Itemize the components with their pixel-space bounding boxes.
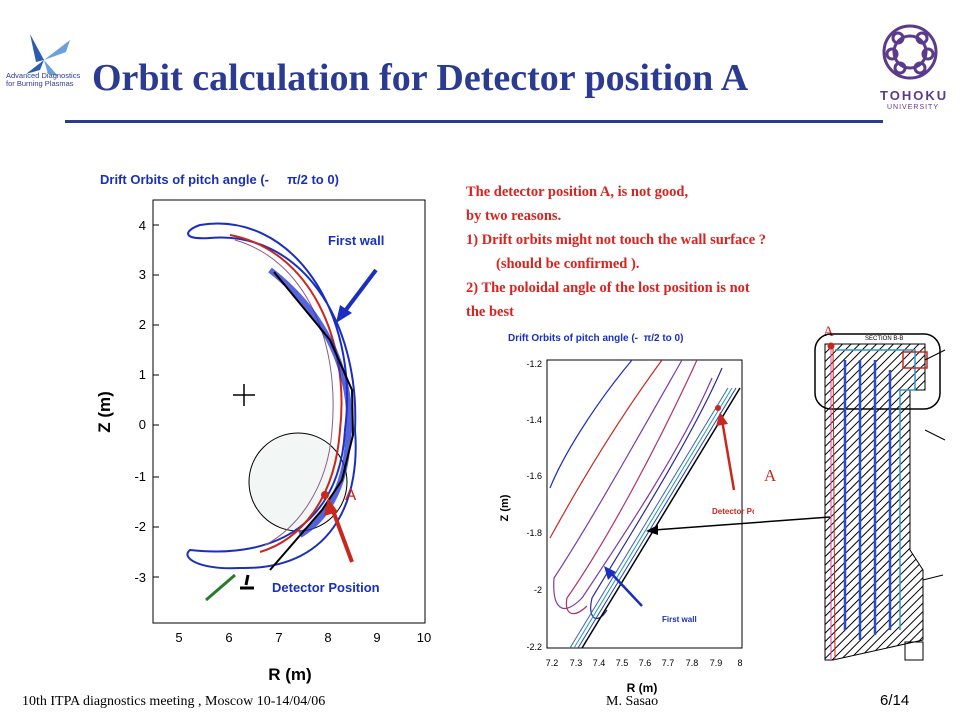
detector-region [248,432,348,532]
right-detector-marker [827,342,835,350]
left-ytick: 1 [139,367,146,382]
middle-ytick: -1.6 [526,471,542,481]
footer-author: M. Sasao [606,694,659,709]
orbit-thick [268,267,353,538]
left-xtick: 5 [175,630,182,645]
orbit-thin [234,239,334,546]
note-line: 2) The poloidal angle of the lost positi… [466,280,750,296]
tohoku-name: TOHOKU [880,88,949,103]
left-ytick: 4 [139,218,146,233]
middle-ytick: -1.8 [526,528,542,538]
middle-xtick: 8 [737,658,742,668]
detector-arrow [330,507,354,563]
title-underline [65,120,883,123]
middle-marker-label: A [764,466,777,485]
port-drawing: SECTION B-B [814,333,946,661]
middle-ylabel: Z (m) [499,494,511,521]
middle-ytick: -1.2 [526,359,542,369]
left-ytick: -2 [134,519,146,534]
middle-xtick: 7.8 [686,658,699,668]
tohoku-emblem-icon [870,20,950,120]
middle-xtick: 7.2 [546,658,559,668]
middle-xtick: 7.9 [710,658,723,668]
footer-meeting: 10th ITPA diagnostics meeting , Moscow 1… [22,694,326,709]
left-xtick: 10 [417,630,431,645]
tohoku-sub: UNIVERSITY [887,104,940,111]
left-xtick: 6 [225,630,232,645]
first-wall [269,271,355,571]
note-line: The detector position A, is not good, [466,184,689,200]
left-ytick: 2 [139,317,146,332]
note-line: (should be confirmed ). [496,256,640,272]
middle-label-detector: Detector Position [712,507,754,516]
notes-text: The detector position A, is not good, by… [466,180,936,324]
note-line: 1) Drift orbits might not touch the wall… [466,232,767,248]
left-plot-frame [152,199,426,624]
left-label-first-wall: First wall [328,233,384,248]
left-marker-label: A [345,485,357,504]
left-xtick: 7 [275,630,282,645]
right-marker-label: A [823,324,834,340]
left-label-detector: Detector Position [272,580,380,595]
adbp-logo [0,30,90,100]
left-xlabel: R (m) [268,665,311,684]
left-xtick: 9 [373,630,380,645]
slide-title: Orbit calculation for Detector position … [92,57,749,99]
orbit-outer [186,222,357,570]
right-section-label: SECTION B-B [865,336,903,342]
middle-ytick: -2 [534,585,542,595]
left-ytick: 3 [139,267,146,282]
middle-xtick: 7.6 [639,658,652,668]
middle-label-first-wall: First wall [662,615,697,624]
page-number: 6/14 [880,692,910,709]
middle-orbit-figure: -1.2 -1.4 -1.6 -1.8 -2 -2.2 7.2 7.3 7.4 … [499,359,754,695]
adbp-logo-text: Advanced Diagnostics for Burning Plasmas [6,71,81,88]
middle-xlabel: R (m) [627,681,658,695]
orbit-red [229,234,343,553]
middle-ytick: -2.2 [526,642,542,652]
middle-xtick: 7.7 [662,658,675,668]
left-orbit-figure: 4 3 2 1 0 -1 -2 -3 5 6 7 8 9 10 R (m) Z … [95,199,431,684]
pointer-arrow [646,516,831,535]
left-xtick: 8 [324,630,331,645]
left-ytick: -1 [134,469,146,484]
first-wall-arrow [340,268,378,317]
middle-detector-arrow [720,419,736,491]
middle-detector-marker [715,405,721,411]
left-figure-title: Drift Orbits of pitch angle (- π/2 to 0) [100,172,339,187]
left-ytick: -3 [134,570,146,585]
middle-first-wall-arrow [609,571,643,607]
middle-ytick: -1.4 [526,415,542,425]
left-ylabel: Z (m) [95,391,114,433]
middle-xtick: 7.3 [570,658,583,668]
left-ytick: 0 [139,417,146,432]
middle-figure-title: Drift Orbits of pitch angle (- π/2 to 0) [508,333,684,344]
note-line: the best [466,304,514,320]
detector-marker [321,491,329,499]
middle-xtick: 7.4 [593,658,606,668]
middle-xtick: 7.5 [616,658,629,668]
middle-plot-frame [546,359,743,649]
note-line: by two reasons. [466,208,562,224]
